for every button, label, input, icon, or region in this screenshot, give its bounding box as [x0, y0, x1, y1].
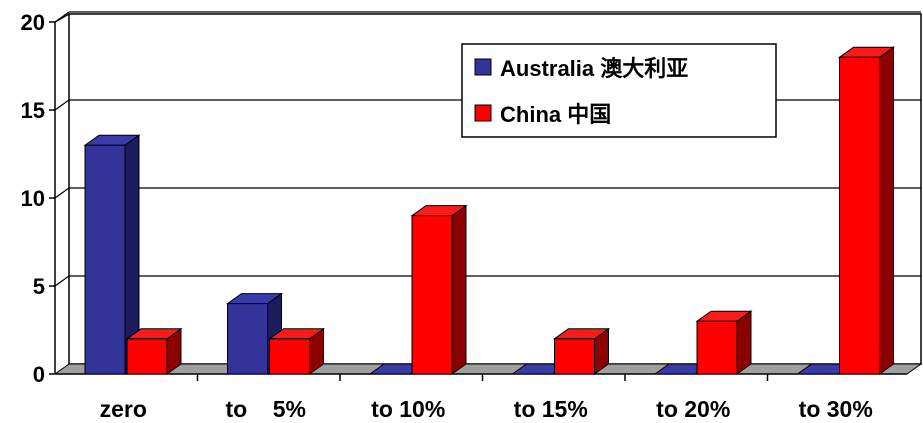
x-tick-label: to 30% [799, 396, 873, 422]
side-wall-gridline [54, 187, 70, 199]
side-wall-gridline [54, 275, 70, 287]
side-wall-gridline [54, 99, 70, 111]
legend-swatch [474, 104, 492, 122]
bar-china-1 [267, 327, 326, 375]
legend-swatch [474, 58, 492, 76]
bar-australia-1 [225, 292, 284, 375]
y-tick-label: 10 [21, 186, 45, 211]
legend-label: China 中国 [500, 102, 611, 127]
x-tick-label: to 20% [656, 396, 730, 422]
bar-china-5 [837, 46, 896, 375]
legend-box [461, 43, 777, 138]
floor [53, 363, 923, 375]
x-tick-label: to 10% [371, 396, 445, 422]
y-tick-label: 15 [21, 98, 45, 123]
bar-china-3 [552, 327, 611, 375]
bar-china-4 [695, 310, 753, 375]
bar-china-0 [125, 327, 183, 375]
y-tick-label: 5 [33, 274, 45, 299]
bar-australia-0 [83, 134, 141, 375]
chart-floor [53, 363, 923, 375]
y-axis-ticks: 0 5 10 15 20 [21, 10, 55, 387]
bar-china-2 [410, 204, 468, 375]
side-wall-top-edge [54, 13, 70, 23]
legend: Australia 澳大利亚 China 中国 [461, 43, 777, 138]
y-tick-label: 20 [21, 10, 45, 35]
legend-label: Australia 澳大利亚 [500, 56, 688, 81]
x-tick-label: zero [100, 396, 147, 422]
x-tick-label: to 5% [225, 396, 306, 422]
x-axis-ticks: zero to 5% to 10% to 15% to 20% to 30% [100, 374, 873, 422]
bars [83, 46, 896, 375]
y-tick-label: 0 [33, 362, 45, 387]
gridlines [54, 11, 921, 287]
x-tick-label: to 15% [514, 396, 588, 422]
